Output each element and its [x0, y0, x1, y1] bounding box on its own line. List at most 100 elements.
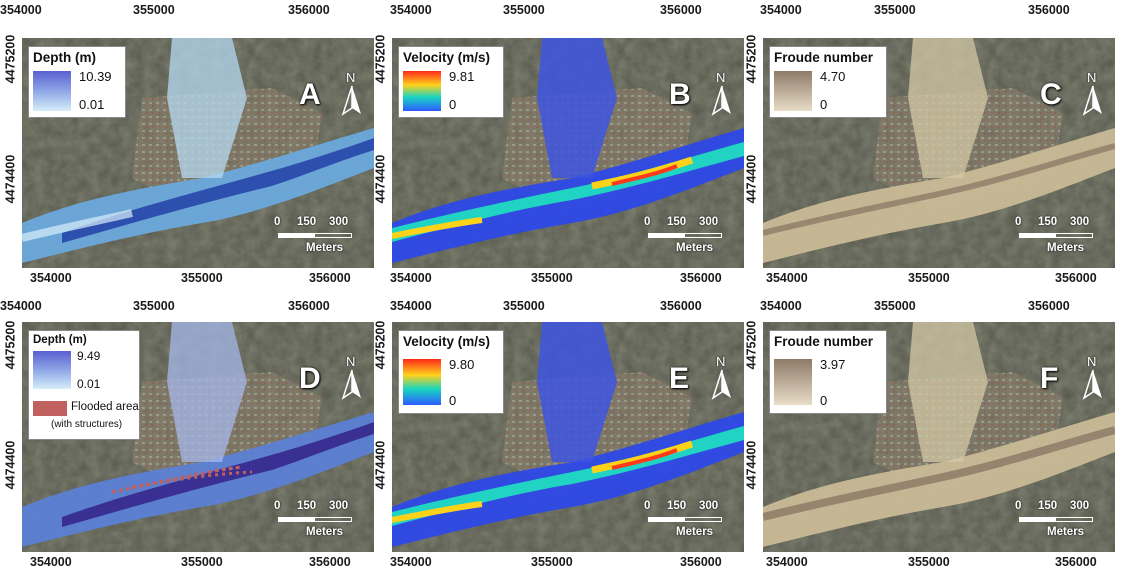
x-tick-label: 355000: [133, 3, 175, 17]
y-tick-label: 4474400: [744, 440, 759, 490]
scale-tick: 150: [297, 216, 317, 228]
map-panel-f: Froude number 3.97 0 F N 0 150 300 Meter…: [763, 322, 1115, 552]
froude-color-ramp: [774, 71, 812, 111]
y-tick-label: 4475200: [3, 34, 18, 84]
scale-units: Meters: [676, 526, 714, 538]
scale-tick: 150: [1038, 500, 1058, 512]
x-tick-label: 356000: [1055, 555, 1097, 569]
x-tick-label: 354000: [30, 271, 72, 285]
x-tick-label: 354000: [390, 299, 432, 313]
scale-tick: 150: [667, 216, 687, 228]
north-label: N: [716, 70, 726, 85]
scale-bar-graphic: [1019, 517, 1093, 522]
x-tick-label: 355000: [531, 555, 573, 569]
scale-bar-graphic: [1019, 233, 1093, 238]
north-arrow-icon: N: [337, 354, 367, 400]
north-label: N: [1087, 354, 1097, 369]
scale-tick: 300: [1070, 500, 1090, 512]
y-tick-label: 4475200: [373, 34, 388, 84]
scale-bar: 0 150 300 Meters: [1013, 216, 1113, 256]
scale-bar-graphic: [648, 517, 722, 522]
x-tick-label: 354000: [760, 299, 802, 313]
scale-tick: 300: [1070, 216, 1090, 228]
scale-tick: 0: [644, 216, 651, 228]
y-tick-label: 4474400: [3, 440, 18, 490]
y-tick-label: 4474400: [373, 154, 388, 204]
x-tick-label: 354000: [766, 271, 808, 285]
legend-title: Depth (m): [33, 50, 96, 65]
scale-bar: 0 150 300 Meters: [642, 500, 742, 540]
panel-letter: C: [1040, 78, 1062, 111]
scale-tick: 300: [699, 216, 719, 228]
scale-units: Meters: [306, 526, 344, 538]
x-tick-label: 354000: [390, 271, 432, 285]
x-tick-label: 354000: [390, 555, 432, 569]
scale-tick: 300: [329, 500, 349, 512]
x-tick-label: 355000: [503, 3, 545, 17]
scale-tick: 0: [644, 500, 651, 512]
scale-units: Meters: [1047, 526, 1085, 538]
scale-bar: 0 150 300 Meters: [272, 216, 372, 256]
legend-title: Velocity (m/s): [403, 50, 491, 65]
velocity-map: [392, 322, 744, 552]
map-legend: Velocity (m/s) 9.80 0: [398, 330, 504, 414]
north-label: N: [716, 354, 726, 369]
map-legend: Velocity (m/s) 9.81 0: [398, 46, 504, 118]
x-tick-label: 356000: [1028, 299, 1070, 313]
depth-color-ramp: [33, 71, 71, 111]
x-tick-label: 355000: [908, 271, 950, 285]
y-tick-label: 4474400: [744, 154, 759, 204]
map-panel-e: Velocity (m/s) 9.80 0 E N 0 150 300 Mete…: [392, 322, 744, 552]
flooded-area-sublabel: (with structures): [51, 419, 123, 430]
scale-bar-graphic: [278, 517, 352, 522]
x-tick-label: 356000: [660, 3, 702, 17]
x-tick-label: 356000: [660, 299, 702, 313]
north-arrow-icon: N: [707, 70, 737, 116]
scale-tick: 150: [1038, 216, 1058, 228]
legend-min: 0: [449, 97, 457, 112]
scale-tick: 300: [329, 216, 349, 228]
scale-bar: 0 150 300 Meters: [272, 500, 372, 540]
velocity-map: [392, 38, 744, 268]
map-legend: Froude number 4.70 0: [769, 46, 887, 118]
legend-max: 9.49: [77, 349, 101, 363]
map-legend: Froude number 3.97 0: [769, 330, 887, 414]
y-tick-label: 4475200: [3, 320, 18, 370]
x-tick-label: 354000: [760, 3, 802, 17]
x-tick-label: 355000: [133, 299, 175, 313]
legend-min: 0: [820, 97, 828, 112]
legend-title: Froude number: [774, 50, 874, 65]
x-tick-label: 356000: [680, 271, 722, 285]
scale-tick: 150: [667, 500, 687, 512]
legend-min: 0.01: [79, 97, 105, 112]
legend-max: 10.39: [79, 69, 112, 84]
scale-bar-graphic: [278, 233, 352, 238]
legend-title: Depth (m): [33, 334, 87, 346]
legend-max: 3.97: [820, 357, 846, 372]
panel-letter: D: [299, 362, 321, 395]
x-tick-label: 354000: [0, 3, 42, 17]
north-arrow-icon: N: [707, 354, 737, 400]
scale-tick: 0: [1015, 500, 1022, 512]
x-tick-label: 355000: [908, 555, 950, 569]
north-arrow-icon: N: [337, 70, 367, 116]
scale-units: Meters: [306, 242, 344, 254]
scale-tick: 0: [274, 216, 281, 228]
legend-max: 9.81: [449, 69, 475, 84]
froude-color-ramp: [774, 359, 812, 405]
legend-max: 9.80: [449, 357, 475, 372]
map-legend: Depth (m) 10.39 0.01: [28, 46, 126, 118]
x-tick-label: 354000: [0, 299, 42, 313]
x-tick-label: 356000: [288, 3, 330, 17]
depth-color-ramp: [33, 351, 71, 389]
x-tick-label: 355000: [503, 299, 545, 313]
legend-title: Velocity (m/s): [403, 334, 491, 349]
y-tick-label: 4475200: [373, 320, 388, 370]
legend-min: 0: [820, 393, 828, 408]
scale-tick: 0: [1015, 216, 1022, 228]
y-tick-label: 4474400: [3, 154, 18, 204]
legend-min: 0: [449, 393, 457, 408]
north-label: N: [346, 354, 356, 369]
x-tick-label: 356000: [1028, 3, 1070, 17]
x-tick-label: 355000: [531, 271, 573, 285]
